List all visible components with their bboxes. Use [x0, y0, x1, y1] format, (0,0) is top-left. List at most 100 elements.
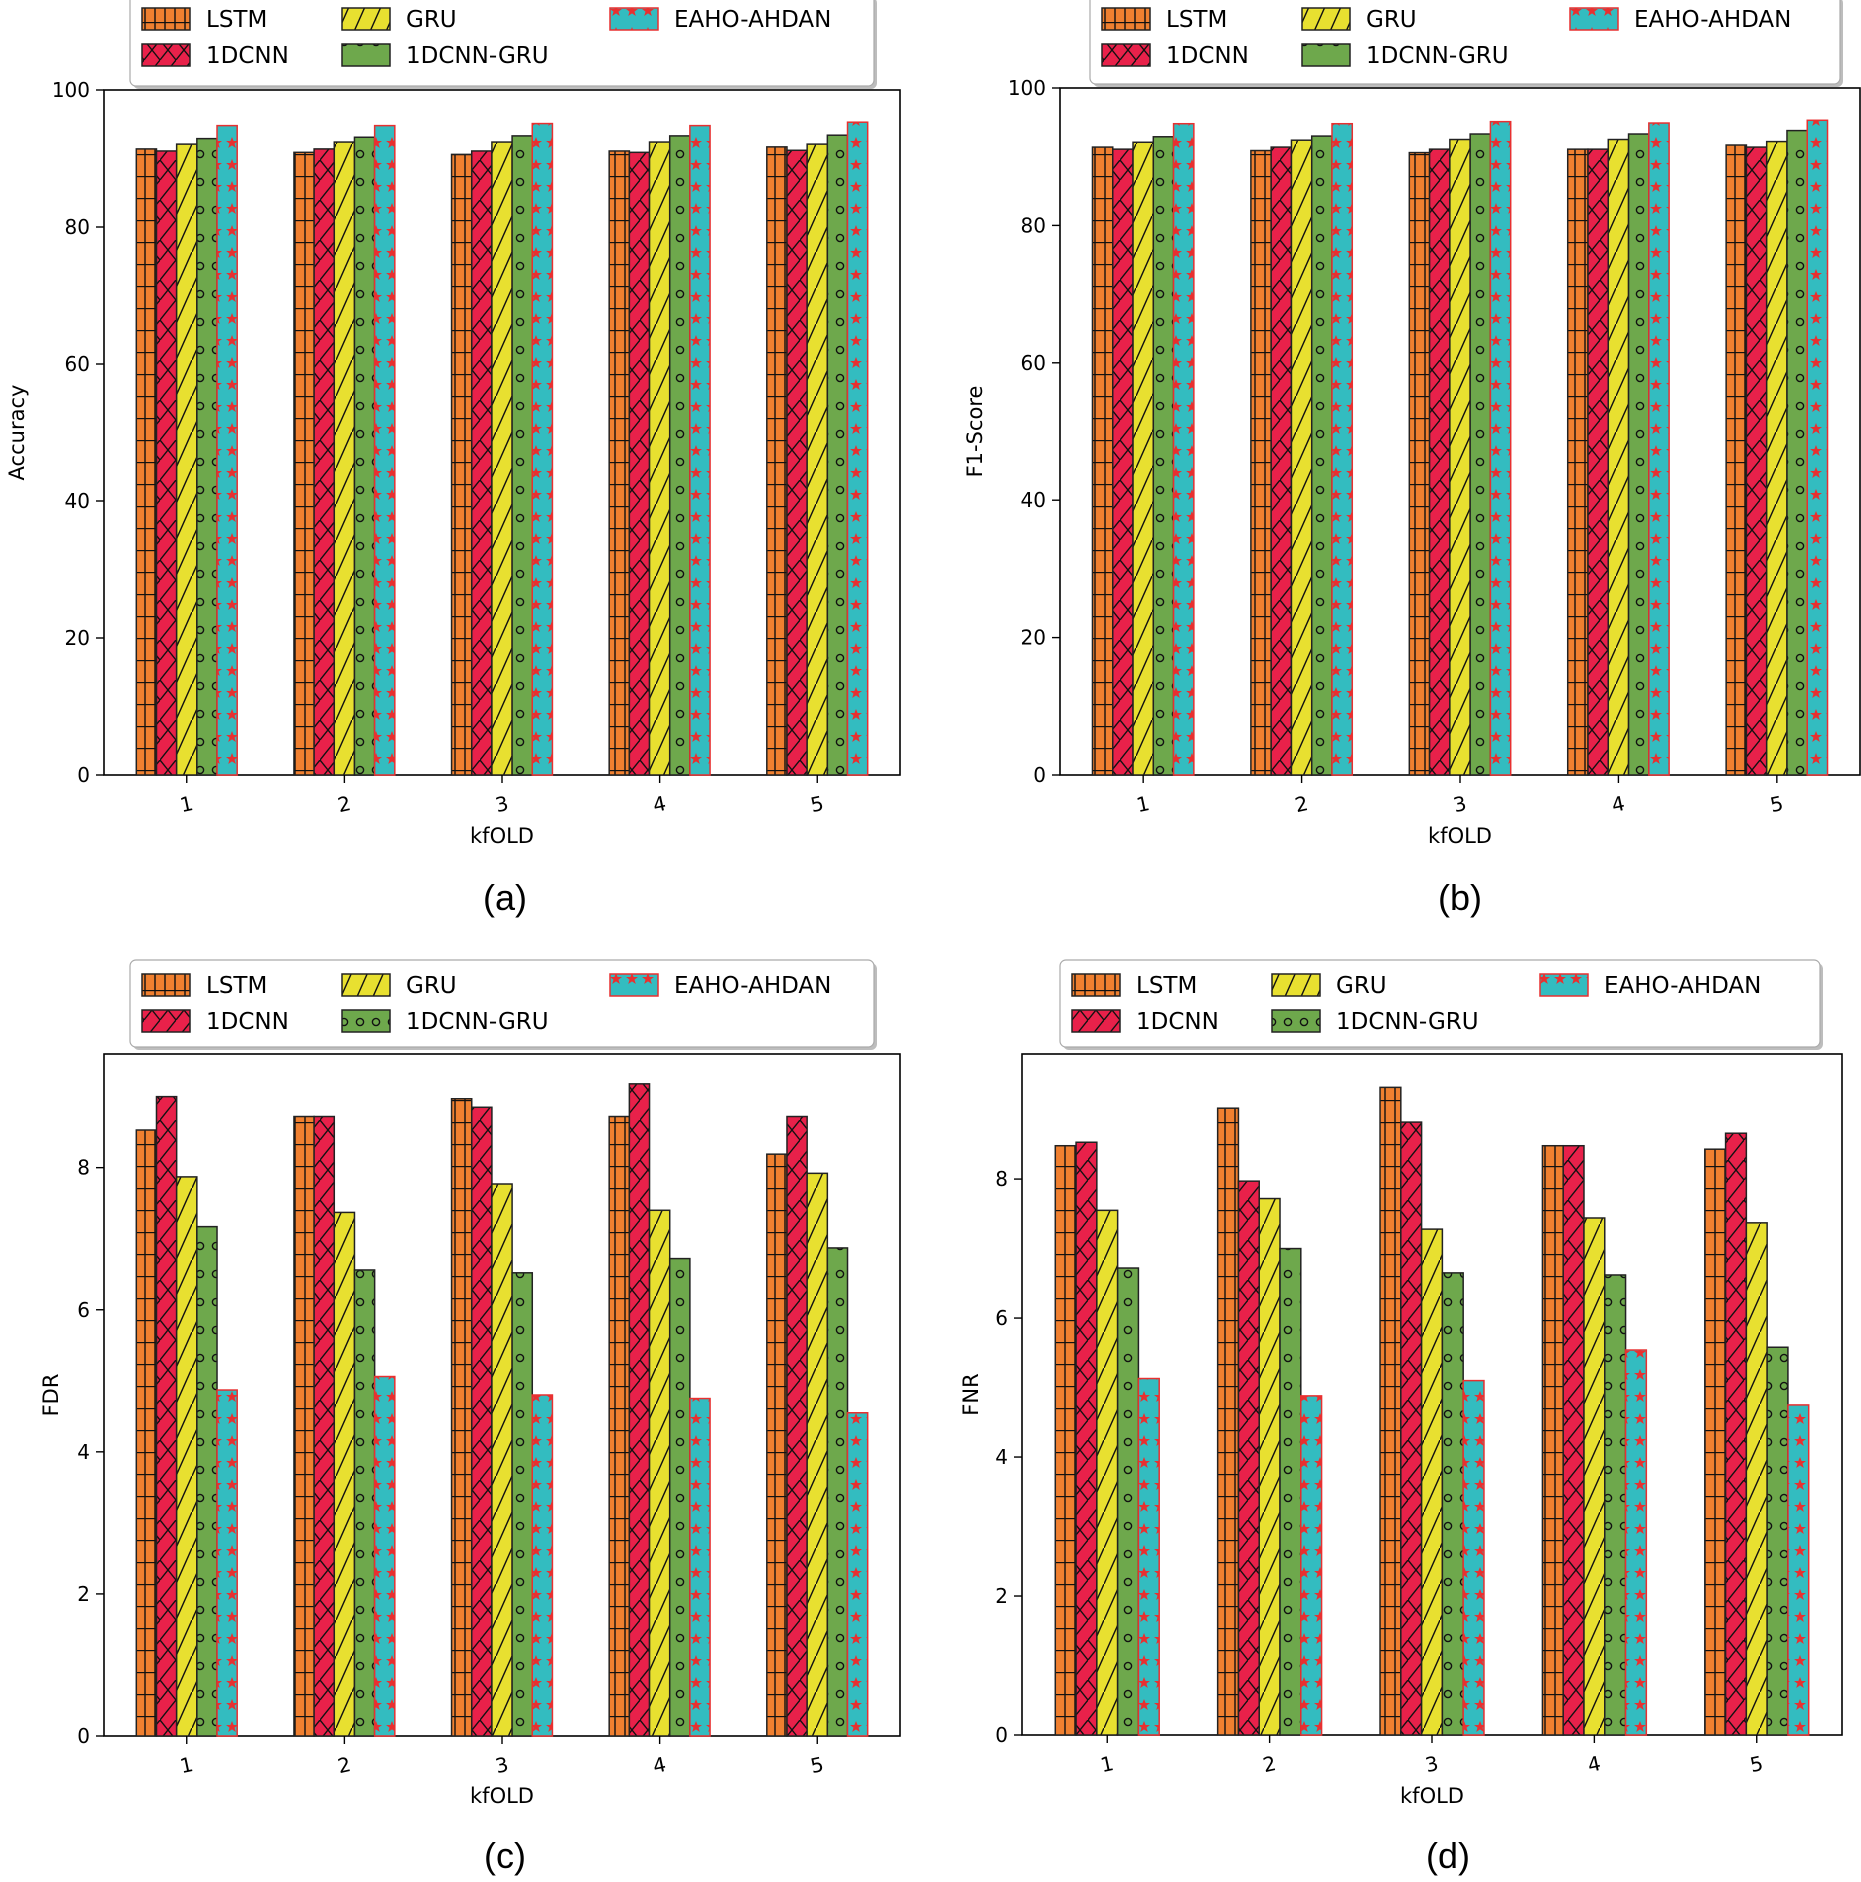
bar-gru-fold-2: [333, 141, 356, 776]
legend-item-1dcnn-gru: 1DCNN-GRU: [1301, 43, 1509, 69]
x-tick-label: 4: [651, 791, 668, 817]
legend: LSTM 1DCNN GRU 1DCNN-GRU EAHO-AHDAN: [129, 0, 877, 89]
x-tick-label: 2: [335, 1752, 352, 1778]
legend-swatch: [341, 1009, 391, 1033]
bar-1dcnn-gru-fold-4: [668, 1257, 691, 1737]
x-tick-label: 3: [493, 791, 510, 817]
bar-eaho-ahdan-fold-3: [1462, 1379, 1485, 1736]
y-tick-label: 0: [995, 1723, 1008, 1747]
bar-1dcnn-fold-3: [470, 150, 493, 776]
legend-swatch: [1101, 43, 1151, 67]
y-tick-label: 80: [65, 215, 90, 239]
bar-eaho-ahdan-fold-5: [846, 121, 869, 776]
bar-eaho-ahdan-fold-5: [1806, 119, 1829, 776]
bar-lstm-fold-4: [608, 150, 631, 776]
legend-item-lstm: LSTM: [1101, 7, 1227, 33]
legend-label: EAHO-AHDAN: [1604, 973, 1761, 999]
bar-eaho-ahdan-fold-3: [531, 122, 554, 776]
y-axis-title: FNR: [959, 1373, 983, 1415]
x-tick-label: 3: [493, 1752, 510, 1778]
bar-1dcnn-fold-3: [1428, 148, 1451, 776]
bar-gru-fold-1: [1096, 1209, 1119, 1736]
y-tick-label: 0: [77, 1724, 90, 1748]
legend-label: 1DCNN-GRU: [1336, 1009, 1479, 1035]
bar-1dcnn-gru-fold-2: [1310, 135, 1333, 776]
bar-1dcnn-gru-fold-3: [1441, 1272, 1464, 1736]
legend-label: 1DCNN-GRU: [406, 1009, 549, 1035]
x-tick-label: 1: [178, 791, 195, 817]
bar-1dcnn-gru-fold-2: [353, 1269, 376, 1737]
bar-1dcnn-fold-5: [786, 149, 808, 776]
bar-1dcnn-fold-4: [628, 1083, 651, 1737]
bar-eaho-ahdan-fold-1: [1137, 1377, 1160, 1736]
bar-lstm-fold-3: [1408, 151, 1431, 776]
y-tick-label: 40: [65, 489, 90, 513]
legend-label: 1DCNN: [206, 1009, 289, 1035]
chart-panel-2: 0 20 40 60 80 100 1 2 3 4 5 kfOLD F1-Score LSTM 1DCNN G…: [963, 0, 1861, 918]
legend-item-gru: GRU: [341, 7, 457, 33]
bar-gru-fold-3: [491, 1183, 513, 1737]
bar-1dcnn-fold-3: [1400, 1121, 1423, 1736]
subplot-caption: (c): [484, 1835, 526, 1876]
bar-1dcnn-gru-fold-1: [196, 137, 218, 776]
bar-eaho-ahdan-fold-2: [1331, 122, 1354, 776]
legend-swatch: [1301, 7, 1351, 31]
bar-eaho-ahdan-fold-3: [1489, 120, 1512, 776]
legend-label: 1DCNN-GRU: [1366, 43, 1509, 69]
legend-label: GRU: [1336, 973, 1387, 999]
legend-label: LSTM: [1136, 973, 1197, 999]
bar-1dcnn-fold-3: [470, 1106, 493, 1737]
x-tick-label: 2: [1261, 1751, 1278, 1777]
y-tick-label: 6: [77, 1298, 90, 1322]
legend-label: 1DCNN: [1136, 1009, 1219, 1035]
bar-1dcnn-fold-1: [1112, 148, 1134, 776]
legend-label: 1DCNN-GRU: [406, 43, 549, 69]
bar-1dcnn-gru-fold-1: [1152, 136, 1175, 776]
bar-gru-fold-4: [1607, 138, 1630, 776]
legend-swatch: [141, 43, 191, 67]
bar-eaho-ahdan-fold-5: [846, 1412, 869, 1737]
x-tick-label: 3: [1423, 1751, 1440, 1777]
bar-gru-fold-2: [1258, 1197, 1281, 1736]
bar-1dcnn-gru-fold-5: [826, 134, 849, 776]
y-tick-label: 2: [995, 1584, 1008, 1608]
chart-panel-3: 0 2 4 6 8 1 2 3 4 5 kfOLD FDR LSTM 1DCNN GRU 1DCNN-GRU E…: [39, 959, 901, 1876]
bar-lstm-fold-1: [135, 1129, 158, 1737]
legend-item-gru: GRU: [1301, 7, 1417, 33]
bar-lstm-fold-5: [1725, 144, 1748, 776]
bar-1dcnn-gru-fold-5: [826, 1247, 849, 1737]
x-axis-title: kfOLD: [470, 1784, 534, 1808]
legend-label: EAHO-AHDAN: [1634, 7, 1791, 33]
bar-eaho-ahdan-fold-1: [216, 1389, 238, 1737]
legend-swatch: [609, 7, 659, 31]
bar-gru-fold-3: [1449, 138, 1471, 776]
bar-gru-fold-5: [1745, 1222, 1768, 1736]
chart-panel-4: 0 2 4 6 8 1 2 3 4 5 kfOLD FNR LSTM 1DCNN GRU 1DCNN-GRU E…: [959, 959, 1843, 1876]
legend-label: EAHO-AHDAN: [674, 973, 831, 999]
bar-1dcnn-fold-2: [1237, 1180, 1260, 1736]
legend-label: GRU: [406, 973, 457, 999]
y-tick-label: 0: [77, 763, 90, 787]
x-tick-label: 1: [178, 1752, 195, 1778]
legend-label: 1DCNN: [206, 43, 289, 69]
bar-eaho-ahdan-fold-4: [1648, 122, 1670, 776]
bar-gru-fold-4: [1583, 1217, 1606, 1736]
legend: LSTM 1DCNN GRU 1DCNN-GRU EAHO-AHDAN: [1059, 959, 1823, 1050]
legend-item-lstm: LSTM: [141, 7, 267, 33]
legend-swatch: [341, 43, 391, 67]
legend-item-lstm: LSTM: [141, 973, 267, 999]
y-tick-label: 20: [65, 626, 90, 650]
x-axis-title: kfOLD: [1400, 1784, 1464, 1808]
legend-item-eaho-ahdan: EAHO-AHDAN: [1569, 7, 1791, 33]
legend-label: EAHO-AHDAN: [674, 7, 831, 33]
bar-eaho-ahdan-fold-1: [1172, 122, 1195, 776]
bar-lstm-fold-4: [608, 1115, 631, 1737]
bar-1dcnn-fold-4: [628, 151, 651, 776]
x-tick-label: 4: [651, 1752, 668, 1778]
bar-1dcnn-gru-fold-5: [1786, 129, 1808, 776]
bar-gru-fold-5: [1765, 140, 1788, 776]
legend-swatch: [341, 7, 391, 31]
legend-label: 1DCNN: [1166, 43, 1249, 69]
legend-item-1dcnn-gru: 1DCNN-GRU: [341, 1009, 549, 1035]
